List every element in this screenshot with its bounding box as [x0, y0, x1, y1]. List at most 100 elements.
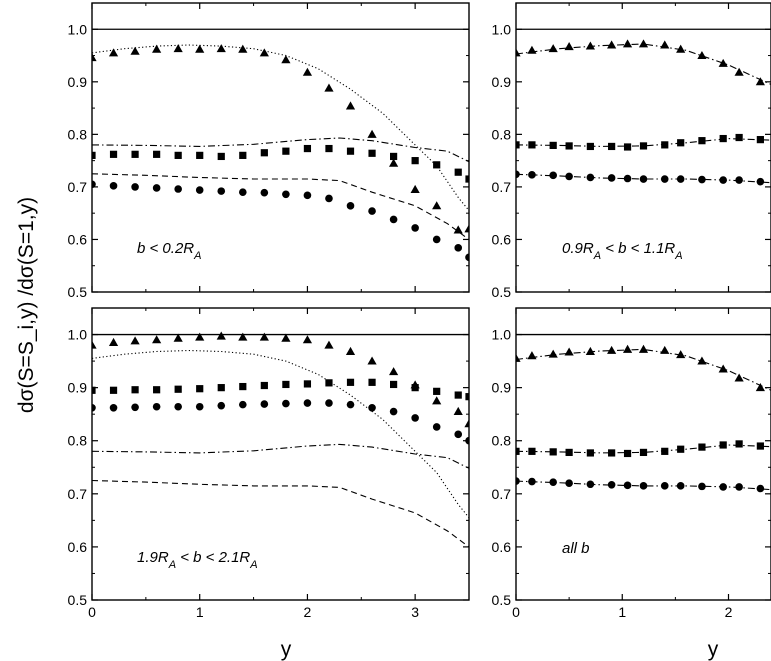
- circle-marker: [549, 171, 557, 180]
- circle-marker: [152, 402, 161, 411]
- circle-marker: [465, 253, 469, 262]
- circle-marker: [174, 185, 182, 193]
- square-marker: [639, 142, 648, 150]
- x-axis-label-right: y: [708, 638, 719, 661]
- triangle-marker: [389, 158, 399, 167]
- square-marker: [719, 134, 727, 143]
- y-tick-label: 0.6: [68, 231, 88, 247]
- square-marker: [131, 150, 139, 158]
- plot-area: [516, 28, 771, 186]
- circle-marker: [756, 177, 765, 186]
- triangle-marker: [216, 331, 226, 340]
- triangle-marker: [638, 39, 649, 48]
- circle-marker: [195, 186, 204, 194]
- series-line-dashed: [92, 479, 469, 548]
- square-marker: [735, 133, 743, 142]
- triangle-marker: [259, 332, 269, 341]
- square-marker: [639, 448, 648, 457]
- panel-1: 0.5 0.6 0.7 0.8 0.9 1.0 b < 0.2RA: [68, 2, 470, 300]
- y-tick-label: 1.0: [492, 21, 512, 37]
- square-marker: [282, 147, 290, 155]
- triangle-marker: [130, 46, 140, 55]
- triangle-marker: [324, 83, 334, 92]
- x-tick-label: 0: [88, 604, 96, 620]
- square-marker: [756, 136, 764, 144]
- triangle-marker: [238, 332, 248, 341]
- circle-marker: [432, 235, 441, 244]
- triangle-marker: [607, 345, 617, 354]
- series-line-dashdot: [92, 443, 469, 469]
- circle-marker: [607, 480, 616, 489]
- plot-area: [92, 331, 469, 548]
- triangle-marker: [622, 344, 633, 353]
- series-line-dashdot: [92, 137, 469, 163]
- square-marker: [433, 387, 441, 395]
- square-marker: [239, 382, 247, 391]
- series-line-dotted: [92, 44, 469, 211]
- square-marker: [174, 151, 182, 159]
- square-marker: [196, 385, 204, 393]
- y-tick-label: 0.6: [68, 539, 88, 555]
- triangle-marker: [432, 201, 442, 210]
- x-tick-label: 1: [196, 604, 204, 620]
- triangle-marker: [548, 44, 558, 53]
- circle-marker: [565, 172, 573, 181]
- square-marker: [368, 378, 376, 386]
- triangle-marker: [548, 349, 558, 358]
- square-marker: [153, 150, 161, 158]
- plot-area: [516, 333, 771, 493]
- y-tick-label: 0.5: [68, 592, 88, 608]
- square-marker: [756, 442, 764, 450]
- circle-marker: [303, 191, 312, 200]
- square-marker: [623, 143, 632, 151]
- panel-frame: [91, 2, 470, 293]
- triangle-marker: [195, 44, 205, 53]
- square-marker: [196, 151, 204, 159]
- y-tick-label: 0.7: [492, 179, 512, 195]
- square-marker: [260, 149, 268, 157]
- panel-3: 0.5 0.6 0.7 0.8 0.9 1.0 0 1 2 3 1.9RA < b < 2.1RA: [68, 307, 470, 620]
- circle-marker: [260, 400, 269, 408]
- triangle-marker: [516, 48, 521, 57]
- square-marker: [368, 149, 376, 157]
- y-tick-label: 0.6: [492, 539, 512, 555]
- square-marker: [217, 384, 225, 392]
- square-marker: [346, 147, 355, 155]
- circle-marker: [698, 175, 706, 184]
- square-marker: [549, 448, 557, 456]
- circle-marker: [282, 399, 290, 408]
- triangle-marker: [734, 67, 744, 76]
- square-marker: [131, 386, 139, 394]
- square-marker: [411, 384, 419, 392]
- panel-annotation: 1.9RA < b < 2.1RA: [137, 549, 258, 571]
- series-line-dashed: [92, 173, 469, 240]
- circle-marker: [239, 400, 247, 409]
- y-tick-label: 0.7: [492, 486, 512, 502]
- y-tick-label: 0.8: [68, 433, 88, 449]
- circle-marker: [454, 244, 463, 252]
- triangle-marker: [108, 48, 119, 57]
- triangle-marker: [734, 373, 744, 382]
- triangle-marker: [718, 364, 728, 373]
- y-tick-label: 0.9: [68, 380, 88, 396]
- circle-marker: [282, 190, 290, 199]
- y-tick-label: 0.8: [492, 433, 512, 449]
- square-marker: [735, 440, 743, 448]
- circle-marker: [565, 479, 573, 488]
- x-tick-label: 3: [411, 604, 419, 620]
- triangle-marker: [432, 396, 442, 405]
- triangle-marker: [345, 101, 356, 110]
- triangle-marker: [173, 44, 183, 53]
- circle-marker: [639, 175, 648, 183]
- triangle-marker: [216, 44, 226, 53]
- y-tick-label: 0.6: [492, 231, 512, 247]
- square-marker: [698, 443, 706, 451]
- circle-marker: [260, 188, 269, 197]
- panel-2: 0.5 0.6 0.7 0.8 0.9 1.0 0.9RA < b < 1.1RA: [492, 2, 771, 300]
- circle-marker: [325, 194, 333, 203]
- triangle-marker: [130, 336, 140, 345]
- triangle-marker: [367, 129, 377, 138]
- circle-marker: [109, 404, 118, 412]
- triangle-marker: [676, 350, 686, 359]
- square-marker: [698, 137, 706, 145]
